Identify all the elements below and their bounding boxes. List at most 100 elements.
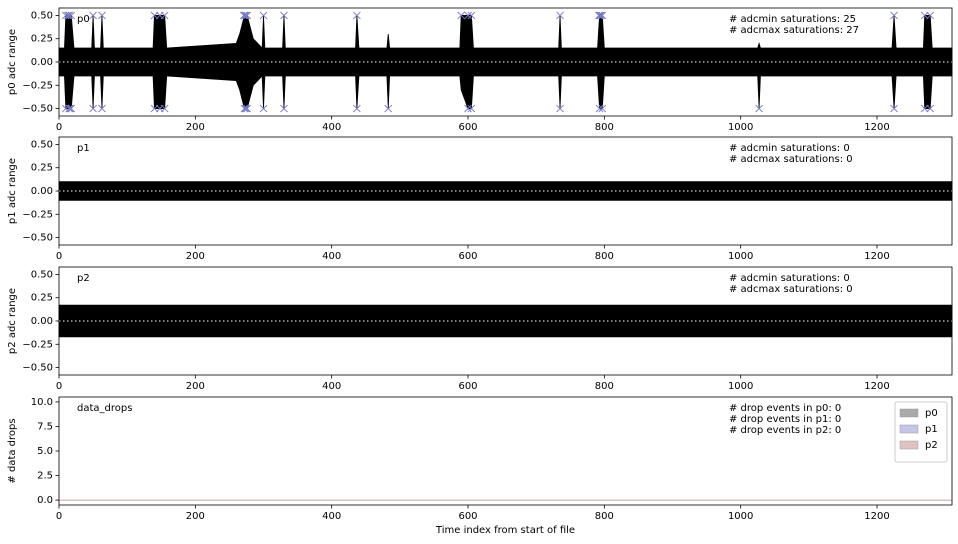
saturation-marker [243, 104, 251, 113]
annotation: # adcmin saturations: 0 [729, 273, 850, 284]
annotation: # drop events in p1: 0 [729, 414, 841, 425]
legend-label: p1 [925, 424, 938, 435]
signal-envelope [58, 304, 953, 338]
saturation-marker [160, 104, 169, 113]
panel-label: p1 [77, 143, 90, 154]
x-tick-label: 1000 [728, 122, 753, 133]
x-tick-label: 800 [595, 381, 614, 392]
annotation: # drop events in p2: 0 [729, 425, 841, 436]
x-tick-label: 400 [322, 251, 341, 262]
x-tick-label: 200 [186, 511, 205, 522]
y-tick-label: −0.50 [22, 104, 53, 115]
x-tick-label: 400 [322, 511, 341, 522]
saturation-marker [464, 104, 472, 113]
annotation: # adcmin saturations: 0 [729, 143, 850, 154]
annotation: # adcmax saturations: 0 [729, 284, 853, 295]
saturation-marker [240, 104, 249, 113]
y-tick-label: 7.5 [37, 421, 53, 432]
panel-label: data_drops [77, 403, 132, 414]
annotation: # drop events in p0: 0 [729, 403, 841, 414]
y-tick-label: −0.50 [22, 363, 53, 374]
y-tick-label: −0.25 [22, 209, 53, 220]
x-tick-label: 0 [56, 381, 62, 392]
saturation-marker [98, 11, 106, 20]
x-tick-label: 0 [56, 251, 62, 262]
x-tick-label: 800 [595, 122, 614, 133]
y-tick-label: 0.00 [31, 186, 53, 197]
legend-swatch [899, 424, 919, 434]
y-axis-label: # data drops [7, 418, 18, 483]
saturation-marker [457, 11, 466, 20]
saturation-marker [890, 104, 898, 113]
saturation-marker [598, 11, 607, 20]
y-tick-label: −0.50 [22, 233, 53, 244]
saturation-marker [384, 104, 393, 113]
y-axis-label: p2 adc range [7, 288, 18, 354]
y-tick-label: −0.25 [22, 339, 53, 350]
saturation-marker [67, 11, 76, 20]
x-tick-label: 1000 [728, 511, 753, 522]
x-tick-label: 1200 [864, 251, 889, 262]
saturation-marker [755, 104, 763, 113]
legend-swatch [899, 440, 919, 450]
saturation-marker [65, 11, 74, 20]
saturation-marker [464, 11, 472, 20]
saturation-marker [598, 104, 607, 113]
annotation: # adcmax saturations: 0 [729, 154, 853, 165]
saturation-marker [89, 104, 97, 113]
panel-label: p2 [77, 273, 90, 284]
y-tick-label: 0.50 [31, 139, 53, 150]
saturation-marker [89, 11, 97, 20]
saturation-marker [597, 11, 605, 20]
x-tick-label: 1200 [864, 122, 889, 133]
saturation-marker [353, 11, 361, 20]
saturation-marker [920, 104, 929, 113]
x-tick-label: 1000 [728, 381, 753, 392]
saturation-marker [150, 11, 159, 20]
x-tick-label: 600 [458, 122, 477, 133]
x-tick-label: 1000 [728, 251, 753, 262]
y-tick-label: 0.50 [31, 10, 53, 21]
y-tick-label: 0.50 [31, 269, 53, 280]
annotation: # adcmax saturations: 27 [729, 25, 859, 36]
y-tick-label: 5.0 [37, 446, 53, 457]
legend-swatch [899, 408, 919, 418]
saturation-marker [160, 11, 169, 20]
saturation-marker [259, 104, 268, 113]
legend-label: p2 [925, 440, 938, 451]
x-tick-label: 800 [595, 251, 614, 262]
saturation-marker [150, 104, 159, 113]
y-tick-label: 0.00 [31, 316, 53, 327]
y-tick-label: 0.25 [31, 163, 53, 174]
x-tick-label: 1200 [864, 381, 889, 392]
saturation-marker [280, 11, 288, 20]
saturation-marker [467, 104, 476, 113]
legend-label: p0 [925, 408, 938, 419]
saturation-marker [243, 11, 251, 20]
y-tick-label: 10.0 [31, 397, 53, 408]
y-tick-label: 0.25 [31, 34, 53, 45]
x-tick-label: 400 [322, 381, 341, 392]
saturation-marker [241, 104, 250, 113]
x-tick-label: 200 [186, 122, 205, 133]
panel-label: p0 [77, 14, 90, 25]
x-axis-label: Time index from start of file [435, 525, 575, 536]
x-tick-label: 0 [56, 511, 62, 522]
y-tick-label: 0.0 [37, 495, 53, 506]
y-tick-label: 0.25 [31, 293, 53, 304]
saturation-marker [926, 11, 935, 20]
signal-envelope [58, 181, 953, 201]
saturation-marker [926, 104, 935, 113]
saturation-marker [61, 11, 70, 20]
y-tick-label: 2.5 [37, 471, 53, 482]
x-tick-label: 0 [56, 122, 62, 133]
x-tick-label: 400 [322, 122, 341, 133]
x-tick-label: 800 [595, 511, 614, 522]
saturation-marker [240, 11, 249, 20]
saturation-marker [280, 104, 288, 113]
x-tick-label: 200 [186, 381, 205, 392]
saturation-marker [66, 104, 74, 113]
saturation-marker [920, 11, 929, 20]
y-axis-label: p1 adc range [7, 158, 18, 224]
